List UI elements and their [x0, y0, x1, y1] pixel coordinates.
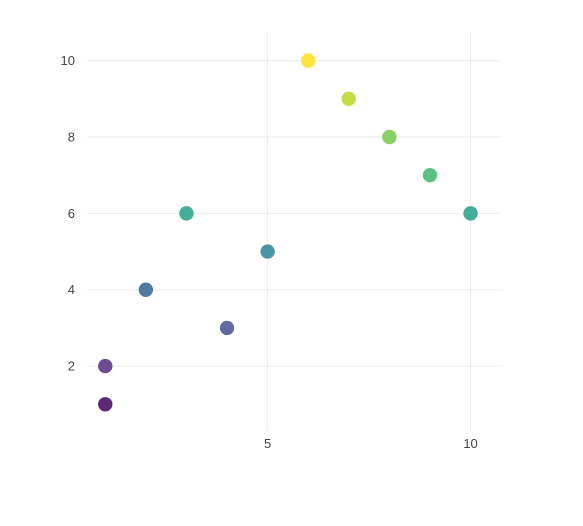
data-point[interactable]: [219, 320, 235, 336]
y-tick-label: 8: [68, 130, 75, 145]
y-tick-label: 2: [68, 359, 75, 374]
y-tick-label: 4: [68, 282, 75, 297]
y-tick-label: 6: [68, 206, 75, 221]
data-point[interactable]: [341, 91, 356, 107]
data-point[interactable]: [422, 167, 438, 183]
y-tick-label: 10: [61, 53, 75, 68]
data-point[interactable]: [98, 397, 113, 412]
data-point[interactable]: [260, 244, 275, 259]
data-point[interactable]: [98, 358, 113, 374]
x-axis-ticks: 5 10: [264, 436, 478, 451]
data-point[interactable]: [301, 53, 316, 68]
data-point[interactable]: [382, 129, 397, 145]
data-point[interactable]: [179, 206, 194, 221]
data-point[interactable]: [463, 206, 478, 221]
x-tick-label: 5: [264, 436, 271, 451]
data-point[interactable]: [138, 282, 154, 297]
x-tick-label: 10: [463, 436, 477, 451]
data-points: [98, 53, 478, 412]
y-axis-ticks: 2 4 6 8 10: [61, 53, 75, 373]
grid: [87, 32, 501, 431]
